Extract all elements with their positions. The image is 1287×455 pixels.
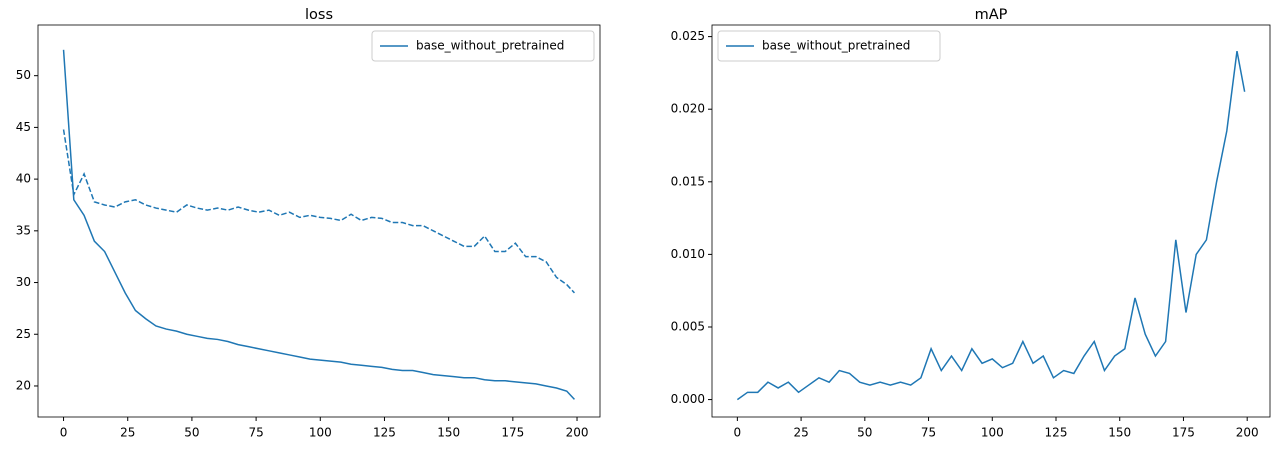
y-tick-label: 45 <box>16 120 31 134</box>
y-tick-label: 0.005 <box>671 319 705 333</box>
x-tick-label: 0 <box>734 426 742 440</box>
x-tick-label: 75 <box>248 426 263 440</box>
y-tick-label: 30 <box>16 275 31 289</box>
legend-box <box>717 30 941 62</box>
x-tick-label: 50 <box>857 426 872 440</box>
line-series <box>736 50 1246 401</box>
y-tick-label: 0.015 <box>671 174 705 188</box>
x-tick-label: 125 <box>1045 426 1068 440</box>
y-tick-label: 25 <box>16 327 31 341</box>
x-tick-label: 150 <box>1108 426 1131 440</box>
y-tick-label: 0.010 <box>671 247 705 261</box>
legend-box <box>371 30 595 62</box>
x-tick-label: 0 <box>60 426 68 440</box>
x-tick-label: 50 <box>184 426 199 440</box>
x-tick-label: 200 <box>566 426 589 440</box>
y-tick-label: 0.025 <box>671 29 705 43</box>
x-tick-label: 175 <box>501 426 524 440</box>
x-tick-label: 25 <box>793 426 808 440</box>
line-series <box>62 49 575 400</box>
x-tick-label: 75 <box>921 426 936 440</box>
y-tick-label: 0.020 <box>671 102 705 116</box>
axes-frame <box>37 24 601 418</box>
x-tick-label: 100 <box>309 426 332 440</box>
x-tick-label: 200 <box>1236 426 1259 440</box>
y-tick-label: 35 <box>16 223 31 237</box>
y-tick-label: 40 <box>16 172 31 186</box>
y-tick-label: 50 <box>16 68 31 82</box>
axes-frame <box>711 24 1271 418</box>
line-series <box>62 129 575 294</box>
y-tick-label: 0.000 <box>671 392 705 406</box>
x-tick-label: 100 <box>981 426 1004 440</box>
legend-label: base_without_pretrained <box>762 39 910 53</box>
legend-label: base_without_pretrained <box>416 39 564 53</box>
x-tick-label: 25 <box>120 426 135 440</box>
chart-title: mAP <box>975 7 1008 23</box>
chart-title: loss <box>305 7 333 23</box>
x-tick-label: 125 <box>373 426 396 440</box>
y-tick-label: 20 <box>16 378 31 392</box>
x-tick-label: 150 <box>437 426 460 440</box>
x-tick-label: 175 <box>1172 426 1195 440</box>
